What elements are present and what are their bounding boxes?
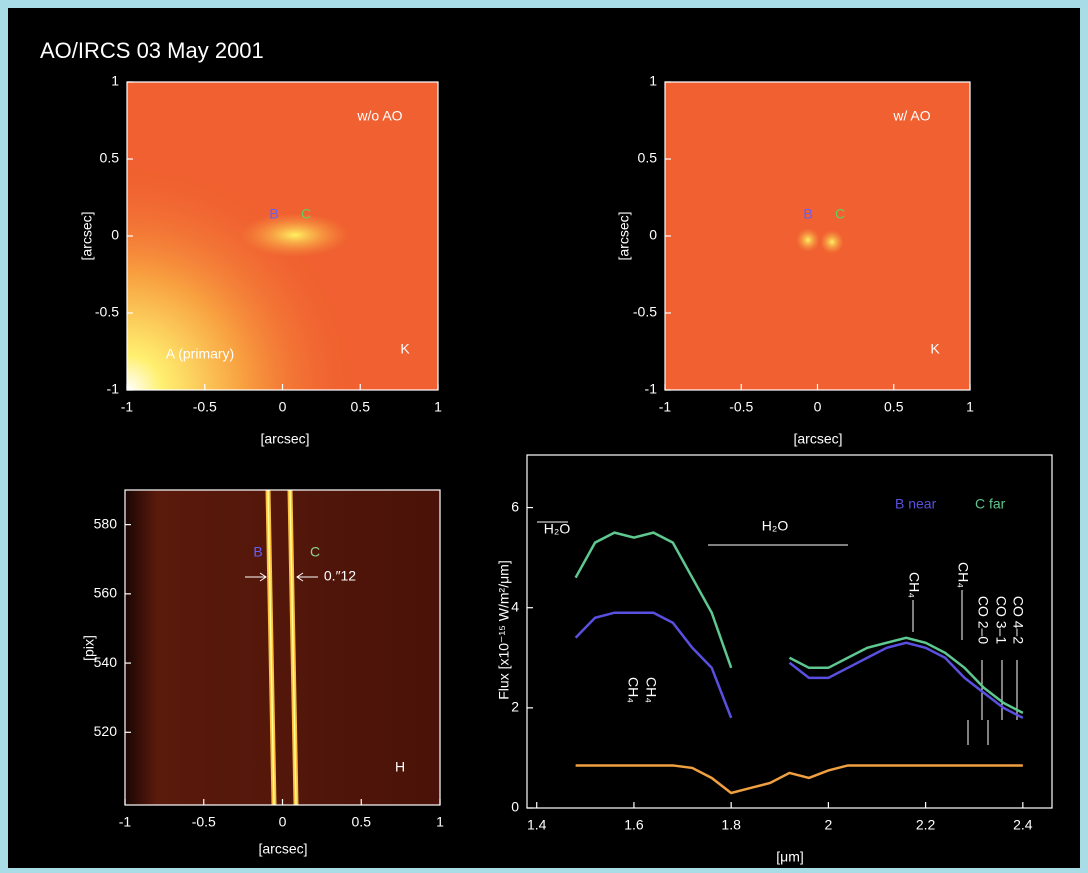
annotation: CH₄ [643, 677, 659, 703]
x-tick-label: -1 [119, 814, 132, 830]
y-tick-label: 0.5 [100, 150, 120, 166]
y-tick-label: 2 [511, 699, 519, 715]
annotation: CO 3–1 [993, 596, 1009, 644]
annotation: CH₄ [955, 562, 971, 588]
annotation: CO 4–2 [1010, 596, 1026, 644]
y-tick-label: -0.5 [633, 304, 657, 320]
y-tick-label: 4 [511, 598, 519, 614]
spectrum-line [575, 764, 1023, 795]
y-axis-label: [arcsec] [79, 211, 95, 260]
annotation: C [835, 206, 845, 222]
annotation: H₂O [544, 521, 571, 537]
x-axis-label: [arcsec] [793, 431, 842, 447]
x-tick-label: 1 [966, 399, 974, 415]
annotation: C [310, 544, 320, 560]
y-tick-label: 540 [94, 654, 118, 670]
x-tick-label: 1 [434, 399, 442, 415]
x-tick-label: 0.5 [352, 814, 372, 830]
annotation: C [301, 206, 311, 222]
legend-entry: C far [975, 496, 1006, 512]
y-tick-label: 0 [111, 227, 119, 243]
y-tick-label: -1 [107, 381, 120, 397]
x-tick-label: 1.6 [624, 817, 644, 833]
x-tick-label: 1 [436, 814, 444, 830]
x-tick-label: 1.4 [527, 817, 547, 833]
x-tick-label: -1 [121, 399, 134, 415]
annotation: w/ AO [892, 108, 930, 124]
annotation: w/o AO [356, 108, 402, 124]
x-tick-label: 2.2 [916, 817, 936, 833]
y-tick-label: 580 [94, 515, 118, 531]
y-tick-label: -0.5 [95, 304, 119, 320]
annotation: CO 2–0 [975, 596, 991, 644]
annotation: A (primary) [166, 346, 234, 362]
x-tick-label: 2 [824, 817, 832, 833]
annotation: H [395, 759, 405, 775]
annotation: B [269, 206, 278, 222]
annotation: 0.″12 [324, 568, 356, 584]
x-tick-label: -0.5 [729, 399, 753, 415]
x-tick-label: 0.5 [884, 399, 904, 415]
annotation: K [930, 341, 940, 357]
x-tick-label: 2.4 [1013, 817, 1033, 833]
image-ao [665, 82, 970, 390]
x-axis-label: [μm] [776, 849, 804, 865]
x-tick-label: -0.5 [192, 814, 216, 830]
annotation: H₂O [762, 518, 789, 534]
y-tick-label: 0 [649, 227, 657, 243]
annotation: CH₄ [625, 677, 641, 703]
x-tick-label: 0 [279, 399, 287, 415]
y-axis-label: [arcsec] [616, 211, 632, 260]
y-tick-label: 520 [94, 723, 118, 739]
spectrum-line [574, 531, 1024, 714]
x-tick-label: 0.5 [351, 399, 371, 415]
y-tick-label: 1 [649, 73, 657, 89]
spectrum-line [574, 611, 1024, 719]
x-tick-label: 1.8 [721, 817, 741, 833]
plot-frame [526, 454, 1053, 809]
annotation: B [803, 206, 812, 222]
y-axis-label: Flux [x10⁻¹⁵ W/m²/μm] [496, 560, 512, 699]
legend-entry: B near [895, 496, 937, 512]
annotation: K [400, 341, 410, 357]
x-tick-label: -1 [659, 399, 672, 415]
y-axis-label: [pix] [81, 635, 97, 661]
y-tick-label: -1 [645, 381, 658, 397]
y-tick-label: 1 [111, 73, 119, 89]
image-no-ao [127, 82, 438, 390]
y-tick-label: 0 [511, 799, 519, 815]
x-tick-label: -0.5 [193, 399, 217, 415]
x-axis-label: [arcsec] [258, 841, 307, 857]
y-tick-label: 0.5 [638, 150, 658, 166]
x-tick-label: 0 [814, 399, 822, 415]
figure-title: AO/IRCS 03 May 2001 [40, 38, 264, 63]
x-axis-label: [arcsec] [260, 431, 309, 447]
y-tick-label: 6 [511, 498, 519, 514]
y-tick-label: 560 [94, 585, 118, 601]
slit-image [125, 489, 440, 806]
x-tick-label: 0 [279, 814, 287, 830]
annotation: CH₄ [906, 572, 922, 598]
annotation: B [253, 544, 262, 560]
